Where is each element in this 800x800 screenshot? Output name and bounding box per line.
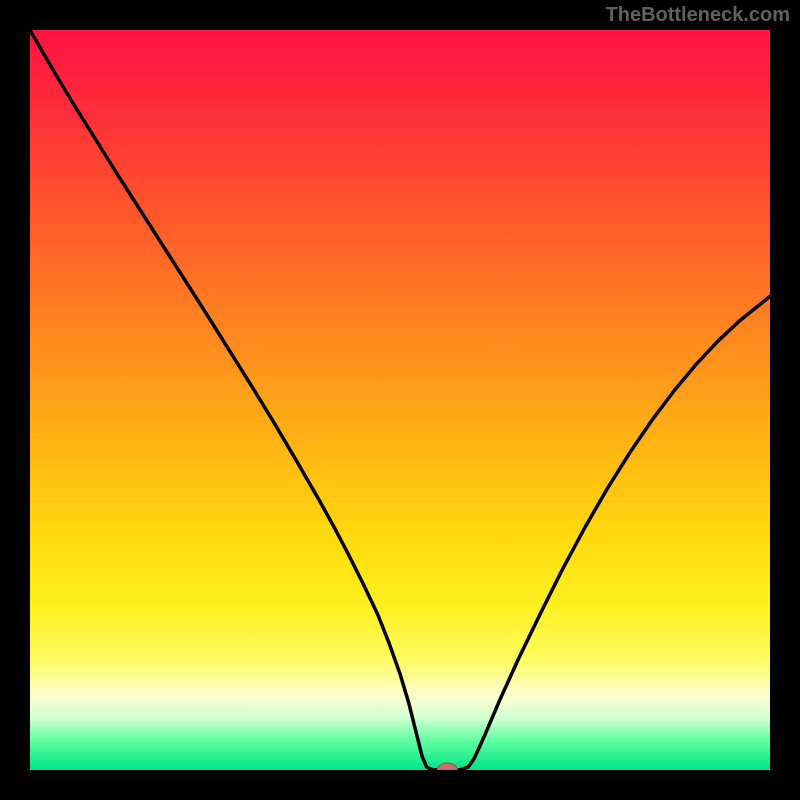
chart-background — [30, 30, 770, 770]
bottleneck-chart — [30, 30, 770, 770]
chart-svg — [30, 30, 770, 770]
watermark-text: TheBottleneck.com — [606, 4, 790, 27]
